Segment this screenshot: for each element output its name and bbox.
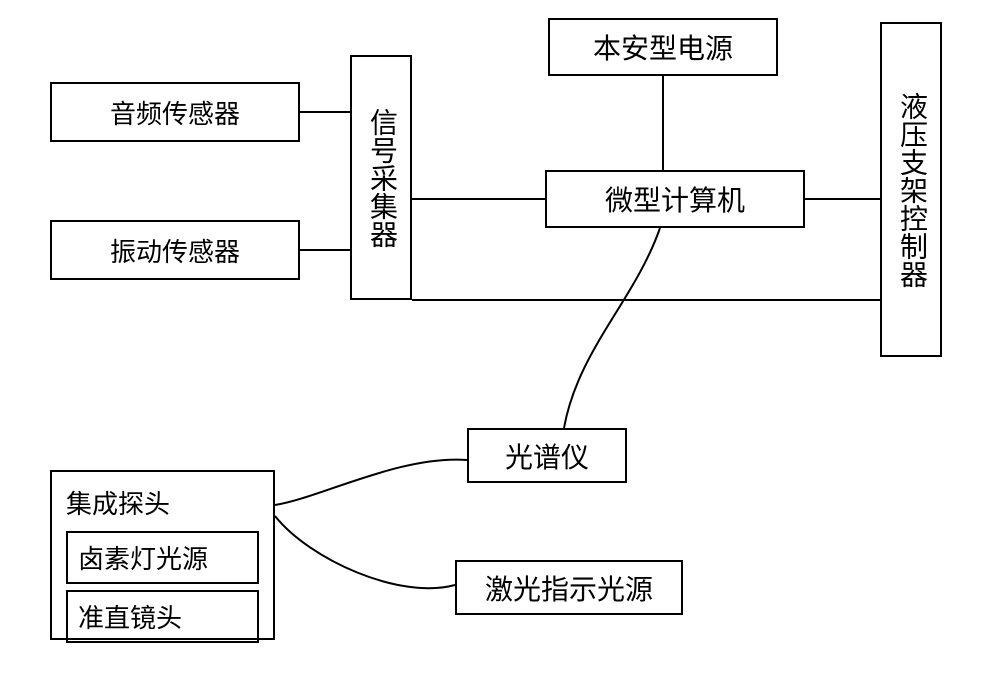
vibration-sensor-node: 振动传感器 — [50, 220, 300, 280]
spectrometer-label: 光谱仪 — [505, 436, 589, 476]
vibration-sensor-label: 振动传感器 — [110, 232, 240, 269]
microcomputer-node: 微型计算机 — [545, 170, 805, 228]
spectrometer-node: 光谱仪 — [467, 428, 627, 483]
laser-pointer-label: 激光指示光源 — [485, 568, 653, 608]
hydraulic-controller-node: 液压支架控制器 — [880, 22, 942, 357]
signal-acquisition-node: 信号采集器 — [350, 55, 412, 300]
audio-sensor-node: 音频传感器 — [50, 82, 300, 142]
collimating-lens: 准直镜头 — [66, 590, 259, 643]
signal-acquisition-label: 信号采集器 — [361, 108, 401, 248]
laser-pointer-node: 激光指示光源 — [455, 560, 683, 615]
halogen-light-source: 卤素灯光源 — [66, 531, 259, 584]
microcomputer-label: 微型计算机 — [605, 179, 745, 219]
intrinsic-power-label: 本安型电源 — [593, 27, 733, 67]
probe-title: 集成探头 — [66, 484, 259, 521]
hydraulic-controller-label: 液压支架控制器 — [891, 92, 931, 288]
integrated-probe-node: 集成探头 卤素灯光源 准直镜头 — [50, 470, 275, 640]
audio-sensor-label: 音频传感器 — [110, 94, 240, 131]
intrinsic-power-node: 本安型电源 — [548, 18, 778, 76]
